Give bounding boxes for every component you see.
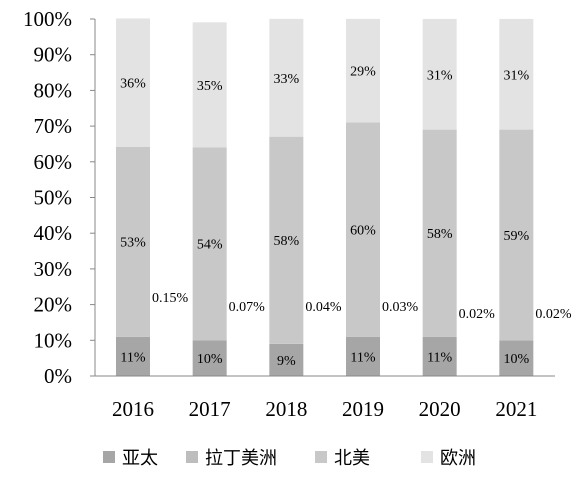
legend-label: 北美 [334,448,370,468]
bar-segment-2 [346,122,380,337]
bar-segment-label: 29% [350,65,376,80]
bar-segment-2 [192,147,227,341]
segment-labels: 11% 0.15% 53% 36% 10% 0.07% 54% 35% 9% 0.04% 58% 33… [120,65,572,369]
y-tick-label: 80% [34,78,73,102]
bar-segment-3 [499,18,534,130]
bar-segment-label: 11% [350,350,375,365]
x-tick-label: 2021 [495,397,537,421]
bar-segment-3 [346,18,380,123]
y-tick-label: 50% [34,186,73,210]
bar-segment-label: 35% [197,79,223,94]
y-tick-label: 30% [34,257,73,281]
x-tick-label: 2016 [112,397,154,421]
y-tick-label: 20% [34,293,73,317]
bar-segment-label: 10% [197,352,223,367]
bar-segment-label: 33% [273,72,299,87]
bar-segment-2 [422,129,457,337]
bar-segment-0 [269,343,304,376]
y-tick-label: 40% [34,221,73,245]
y-tick-label: 90% [34,43,73,67]
bar-segment-label: 31% [427,68,453,83]
bar-segment-label: 0.04% [305,300,342,315]
bar-segment-label: 36% [120,77,146,92]
bar-segment-label: 0.03% [382,300,419,315]
y-axis: 0% 10% 20% 30% 40% 50% 60% 70% 80% 90% 100% [23,7,96,388]
y-tick-label: 0% [44,364,72,388]
bar-segment-3 [116,18,150,147]
legend-label: 亚太 [122,448,158,468]
bar-segment-0 [346,336,380,376]
bar-segment-0 [116,336,150,376]
bar-segment-label: 0.15% [152,291,189,306]
legend-swatch [315,451,327,463]
bar-segment-label: 60% [350,224,376,239]
bar-segment-1 [116,336,150,337]
bar-segment-2 [499,129,534,341]
bar-segment-3 [269,18,304,137]
legend-swatch [103,451,115,463]
legend-swatch [186,451,198,463]
bar-segment-label: 0.07% [229,300,266,315]
bar-segment-label: 54% [197,238,223,253]
bar-segment-label: 58% [273,234,299,249]
bar-segment-label: 59% [503,229,529,244]
legend-swatch [421,451,433,463]
bar-segment-3 [422,18,457,130]
x-tick-label: 2017 [189,397,231,421]
legend-label: 拉丁美洲 [205,448,277,468]
x-axis: 2016 2017 2018 2019 2020 2021 [95,375,555,421]
bar-segment-label: 11% [120,350,145,365]
bar-segment-label: 0.02% [535,307,572,322]
y-tick-label: 10% [34,328,73,352]
bar-segment-label: 53% [120,236,146,251]
bar-segment-0 [192,340,227,376]
x-tick-label: 2020 [419,397,461,421]
bars [116,18,534,376]
bar-segment-label: 10% [503,352,529,367]
bar-segment-2 [116,146,150,337]
bar-segment-label: 11% [427,350,452,365]
bar-segment-label: 0.02% [459,307,496,322]
bar-segment-label: 31% [503,68,529,83]
y-tick-label: 70% [34,114,73,138]
bar-segment-0 [499,340,534,376]
bar-segment-label: 58% [427,227,453,242]
legend: 亚太 拉丁美洲 北美 欧洲 [103,448,476,468]
y-tick-label: 100% [23,7,72,31]
bar-segment-2 [269,136,304,344]
y-tick-label: 60% [34,150,73,174]
bar-segment-label: 9% [277,354,296,369]
x-tick-label: 2019 [342,397,384,421]
x-tick-label: 2018 [265,397,307,421]
bar-segment-0 [422,336,457,376]
bar-segment-3 [192,22,227,148]
legend-label: 欧洲 [440,448,476,468]
